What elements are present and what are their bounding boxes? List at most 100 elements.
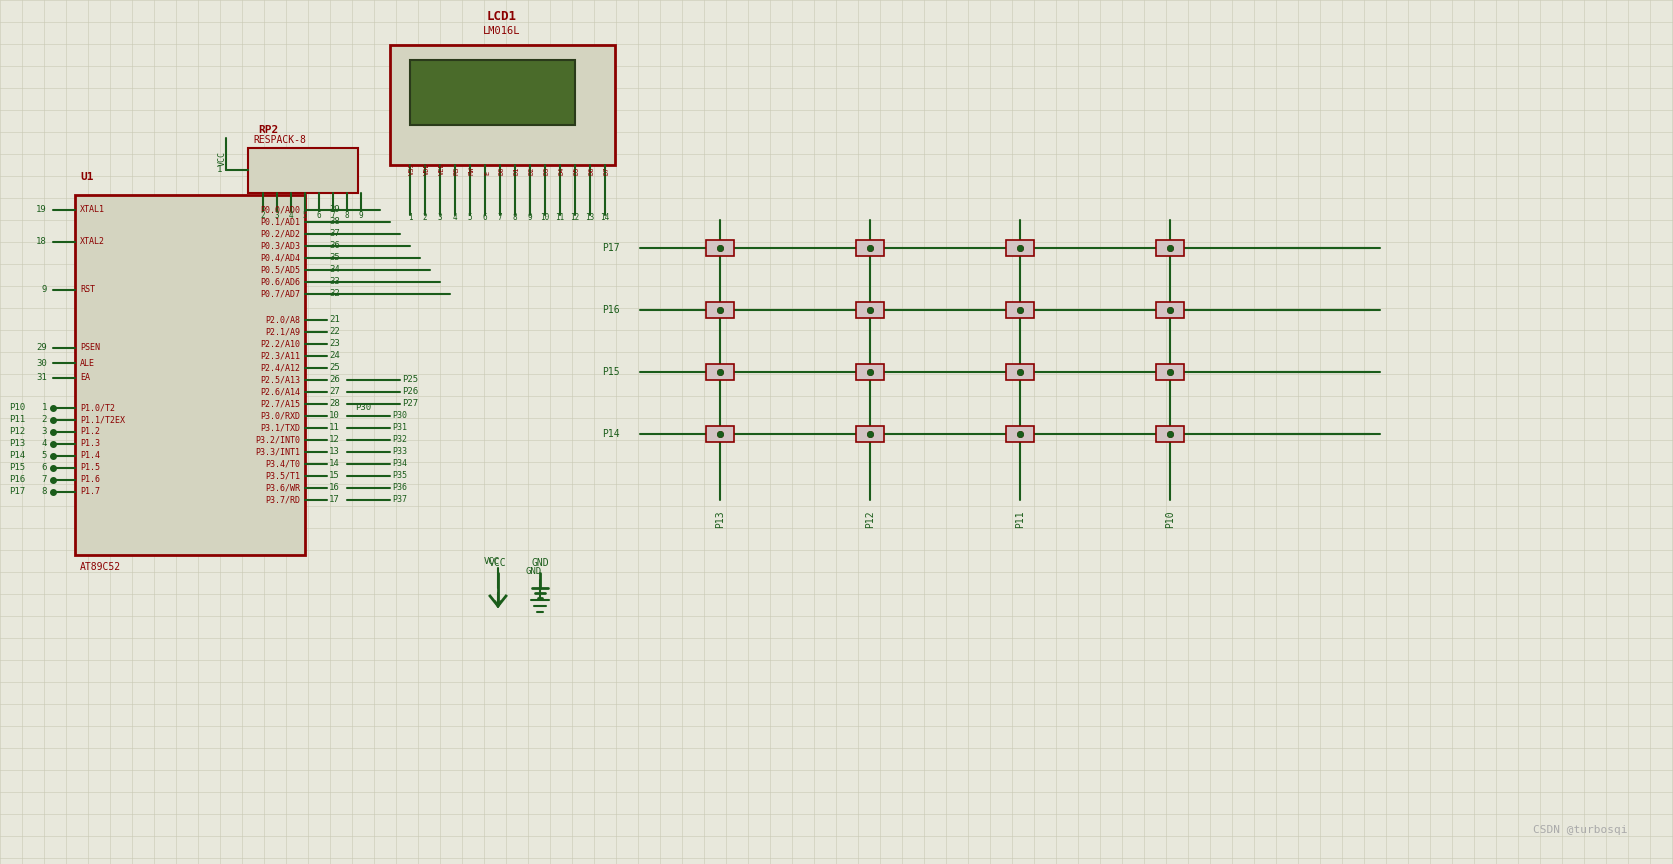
Bar xyxy=(1005,364,1034,380)
Text: P11: P11 xyxy=(8,416,25,424)
Text: 3: 3 xyxy=(274,211,279,219)
Text: GND: GND xyxy=(525,568,542,576)
Text: RP2: RP2 xyxy=(258,125,278,135)
Text: LCD1: LCD1 xyxy=(487,10,517,23)
Text: P12: P12 xyxy=(8,428,25,436)
Text: 10: 10 xyxy=(330,411,340,421)
Text: 27: 27 xyxy=(330,387,340,397)
Text: 8: 8 xyxy=(345,211,350,219)
Text: P2.2/A10: P2.2/A10 xyxy=(259,340,299,348)
Text: LM016L: LM016L xyxy=(483,26,520,36)
Text: D4: D4 xyxy=(559,167,565,175)
Text: 5: 5 xyxy=(42,452,47,461)
Text: 2: 2 xyxy=(261,211,266,219)
Text: VSS: VSS xyxy=(408,162,415,175)
Text: 13: 13 xyxy=(330,448,340,456)
Text: U1: U1 xyxy=(80,172,94,182)
Text: 28: 28 xyxy=(330,399,340,409)
Text: 5: 5 xyxy=(303,211,308,219)
Bar xyxy=(1156,426,1184,442)
Text: 4: 4 xyxy=(453,213,457,221)
Text: D3: D3 xyxy=(544,167,550,175)
Text: P1.0/T2: P1.0/T2 xyxy=(80,403,115,412)
Text: D2: D2 xyxy=(529,167,535,175)
Text: P26: P26 xyxy=(402,387,418,397)
Text: 6: 6 xyxy=(483,213,487,221)
Text: P3.2/INT0: P3.2/INT0 xyxy=(254,435,299,444)
Text: P0.5/AD5: P0.5/AD5 xyxy=(259,265,299,275)
Text: P14: P14 xyxy=(602,429,621,439)
Text: 38: 38 xyxy=(330,218,340,226)
Text: ALE: ALE xyxy=(80,359,95,367)
Text: PSEN: PSEN xyxy=(80,344,100,353)
Text: P2.1/A9: P2.1/A9 xyxy=(264,327,299,336)
Text: 11: 11 xyxy=(330,423,340,433)
Text: P35: P35 xyxy=(391,472,407,480)
Text: P32: P32 xyxy=(391,435,407,444)
Text: P2.4/A12: P2.4/A12 xyxy=(259,364,299,372)
Text: 22: 22 xyxy=(330,327,340,336)
Text: P3.6/WR: P3.6/WR xyxy=(264,484,299,492)
Text: 9: 9 xyxy=(527,213,532,221)
Text: P37: P37 xyxy=(391,495,407,505)
Text: 9: 9 xyxy=(358,211,363,219)
Text: VEE: VEE xyxy=(438,162,445,175)
Text: P2.5/A13: P2.5/A13 xyxy=(259,376,299,384)
Text: 8: 8 xyxy=(512,213,517,221)
Text: P2.6/A14: P2.6/A14 xyxy=(259,387,299,397)
Text: P0.3/AD3: P0.3/AD3 xyxy=(259,242,299,251)
Text: P1.4: P1.4 xyxy=(80,452,100,461)
Text: P17: P17 xyxy=(602,243,621,253)
Text: 21: 21 xyxy=(330,315,340,325)
Bar xyxy=(706,240,734,256)
Text: P16: P16 xyxy=(8,475,25,485)
Text: 1: 1 xyxy=(216,166,223,175)
Text: P1.3: P1.3 xyxy=(80,440,100,448)
Text: RESPACK-8: RESPACK-8 xyxy=(253,135,306,145)
Text: P25: P25 xyxy=(402,376,418,384)
Text: 10: 10 xyxy=(540,213,550,221)
Text: 14: 14 xyxy=(601,213,609,221)
Text: VCC: VCC xyxy=(217,150,228,166)
Text: P16: P16 xyxy=(602,305,621,315)
Text: 37: 37 xyxy=(330,230,340,238)
Text: P2.3/A11: P2.3/A11 xyxy=(259,352,299,360)
Bar xyxy=(390,45,616,165)
Text: P2.7/A15: P2.7/A15 xyxy=(259,399,299,409)
Text: P1.5: P1.5 xyxy=(80,463,100,473)
Text: 7: 7 xyxy=(497,213,502,221)
Bar xyxy=(75,195,304,555)
Text: 19: 19 xyxy=(37,206,47,214)
Text: P1.6: P1.6 xyxy=(80,475,100,485)
Text: 4: 4 xyxy=(289,211,293,219)
Text: 12: 12 xyxy=(570,213,579,221)
Text: XTAL2: XTAL2 xyxy=(80,238,105,246)
Text: RW: RW xyxy=(468,167,475,175)
Bar xyxy=(857,426,883,442)
Bar xyxy=(706,426,734,442)
Text: D0: D0 xyxy=(499,167,505,175)
Text: 5: 5 xyxy=(468,213,472,221)
Text: P14: P14 xyxy=(8,452,25,461)
Text: 1: 1 xyxy=(408,213,412,221)
Text: 31: 31 xyxy=(37,373,47,383)
Text: GND: GND xyxy=(532,558,549,568)
Bar xyxy=(706,302,734,318)
Text: P1.2: P1.2 xyxy=(80,428,100,436)
Text: P0.6/AD6: P0.6/AD6 xyxy=(259,277,299,287)
Text: AT89C52: AT89C52 xyxy=(80,562,120,572)
Bar xyxy=(1156,240,1184,256)
Text: 15: 15 xyxy=(330,472,340,480)
Text: 1: 1 xyxy=(42,403,47,412)
Text: 30: 30 xyxy=(37,359,47,367)
Bar xyxy=(1156,364,1184,380)
Text: E: E xyxy=(483,171,490,175)
Text: 23: 23 xyxy=(330,340,340,348)
Text: 32: 32 xyxy=(330,289,340,298)
Text: P15: P15 xyxy=(8,463,25,473)
Text: P36: P36 xyxy=(391,484,407,492)
Text: D1: D1 xyxy=(514,167,520,175)
Text: P12: P12 xyxy=(865,510,875,528)
Text: 33: 33 xyxy=(330,277,340,287)
Text: 34: 34 xyxy=(330,265,340,275)
